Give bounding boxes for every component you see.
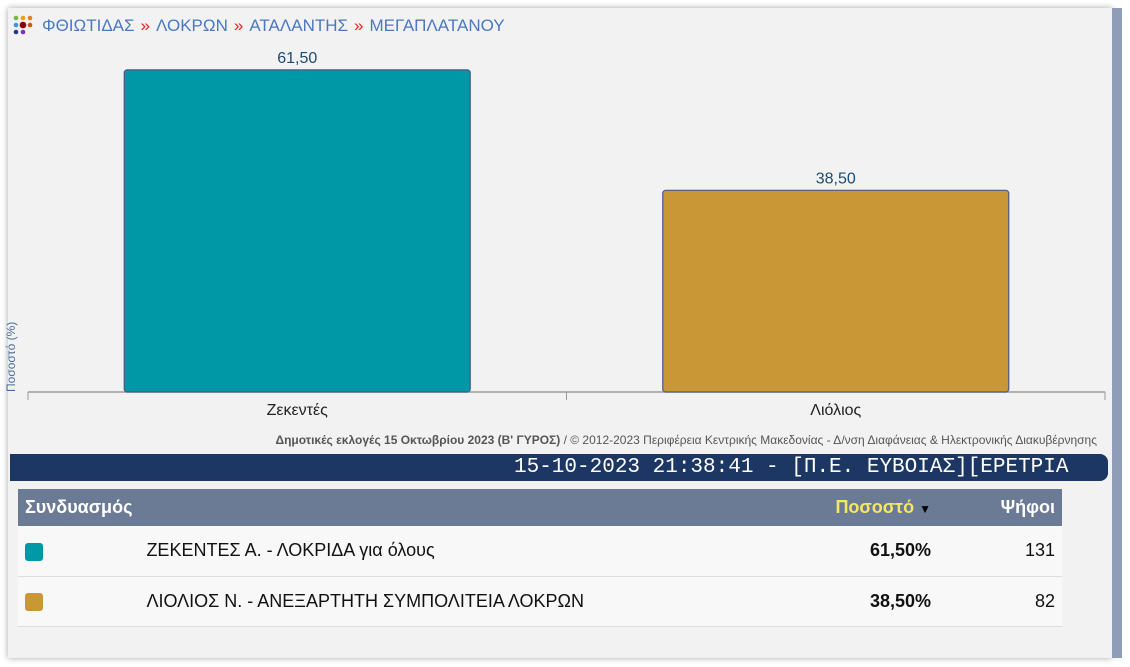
bar[interactable] <box>123 69 471 393</box>
credit-title: Δημοτικές εκλογές 15 Οκτωβρίου 2023 (Β' … <box>275 433 561 447</box>
table-row[interactable]: ΖΕΚΕΝΤΕΣ Α. - ΛΟΚΡΙΔΑ για όλους 61,50% 1… <box>18 526 1062 576</box>
separator: » <box>354 16 364 35</box>
table-row[interactable]: ΛΙΟΛΙΟΣ Ν. - ΑΝΕΞΑΡΤΗΤΗ ΣΥΜΠΟΛΙΤΕΙΑ ΛΟΚΡ… <box>18 576 1062 626</box>
ticker-text: 15-10-2023 21:38:41 - [Π.Ε. ΕΥΒΟΙΑΣ][ΕΡΕ… <box>514 456 1069 479</box>
x-tick-label: Ζεκεντές <box>267 402 328 419</box>
bar[interactable] <box>662 189 1010 393</box>
scrollbar[interactable] <box>1112 8 1122 658</box>
percentage: 38,50% <box>869 590 931 611</box>
color-swatch-cell <box>18 576 139 626</box>
table-header: Συνδυασμός Ποσοστό ▼ Ψήφοι <box>18 489 1062 526</box>
header-combo[interactable]: Συνδυασμός <box>25 497 133 517</box>
bar-chart: 61,50 Ζεκεντές 38,50 Λιόλιος <box>27 50 1106 419</box>
color-swatch <box>25 542 43 561</box>
combo-name: ΛΙΟΛΙΟΣ Ν. - ΑΝΕΞΑΡΤΗΤΗ ΣΥΜΠΟΛΙΤΕΙΑ ΛΟΚΡ… <box>146 590 584 611</box>
header-pct-label: Ποσοστό <box>835 497 915 517</box>
breadcrumb-municipality[interactable]: ΑΤΑΛΑΝΤΗΣ <box>249 16 349 35</box>
breadcrumb-community[interactable]: ΜΕΓΑΠΛΑΤΑΝΟΥ <box>369 16 505 35</box>
color-swatch <box>25 592 43 611</box>
sort-down-icon: ▼ <box>919 502 931 516</box>
x-tick-label: Λιόλιος <box>810 402 861 419</box>
data-label: 61,50 <box>277 50 317 67</box>
color-swatch-cell <box>18 526 139 576</box>
separator: » <box>140 16 150 35</box>
credit-text: / © 2012-2023 Περιφέρεια Κεντρικής Μακεδ… <box>560 433 1097 447</box>
separator: » <box>233 16 244 35</box>
credit-line: Δημοτικές εκλογές 15 Οκτωβρίου 2023 (Β' … <box>275 433 1097 447</box>
votes: 131 <box>1024 540 1055 561</box>
votes: 82 <box>1034 590 1055 611</box>
logo-icon <box>13 15 33 35</box>
news-ticker: 15-10-2023 21:38:41 - [Π.Ε. ΕΥΒΟΙΑΣ][ΕΡΕ… <box>10 454 1108 481</box>
header-votes[interactable]: Ψήφοι <box>1000 497 1055 517</box>
y-axis-label: Ποσοστό (%) <box>4 321 18 392</box>
combo-name: ΖΕΚΕΝΤΕΣ Α. - ΛΟΚΡΙΔΑ για όλους <box>146 540 435 561</box>
breadcrumb: ΦΘΙΩΤΙΔΑΣ » ΛΟΚΡΩΝ » ΑΤΑΛΑΝΤΗΣ » ΜΕΓΑΠΛΑΤΑΝ… <box>12 14 505 38</box>
results-table: Συνδυασμός Ποσοστό ▼ Ψήφοι ΖΕΚΕΝΤΕΣ Α. -… <box>18 489 1062 627</box>
breadcrumb-region[interactable]: ΦΘΙΩΤΙΔΑΣ <box>42 16 135 35</box>
percentage: 61,50% <box>869 540 931 561</box>
header-pct[interactable]: Ποσοστό ▼ <box>774 489 938 526</box>
breadcrumb-district[interactable]: ΛΟΚΡΩΝ <box>156 16 228 35</box>
data-label: 38,50 <box>816 170 856 187</box>
